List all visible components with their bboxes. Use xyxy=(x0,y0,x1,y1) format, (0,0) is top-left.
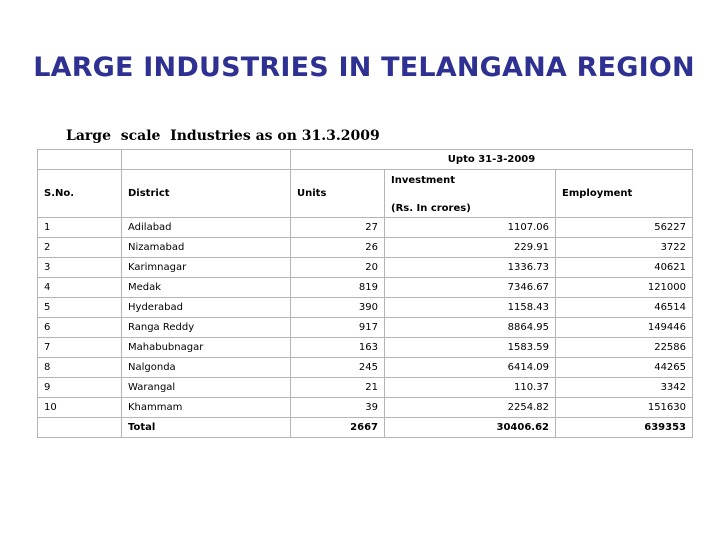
investment-cell: 110.37 xyxy=(384,377,556,398)
table-row: 8 Nalgonda 245 6414.09 44265 xyxy=(37,357,694,378)
sno-cell: 7 xyxy=(37,337,122,358)
period-header: Upto 31-3-2009 xyxy=(289,149,694,170)
header-units: Units xyxy=(290,169,385,218)
header-cell-empty xyxy=(121,149,291,170)
total-row: Total 2667 30406.62 639353 xyxy=(37,417,694,438)
employment-cell: 22586 xyxy=(554,337,694,358)
header-cell-empty xyxy=(37,149,122,170)
total-label: Total xyxy=(121,417,291,438)
table-row: 6 Ranga Reddy 917 8864.95 149446 xyxy=(37,317,694,338)
employment-cell: 121000 xyxy=(554,277,694,298)
units-cell: 819 xyxy=(290,277,385,298)
industries-table: Upto 31-3-2009 S.No. District Units Inve… xyxy=(37,149,694,438)
table-row: 2 Nizamabad 26 229.91 3722 xyxy=(37,237,694,258)
district-cell: Ranga Reddy xyxy=(121,317,291,338)
sno-cell: 3 xyxy=(37,257,122,278)
investment-cell: 1107.06 xyxy=(384,217,556,238)
table-row: 5 Hyderabad 390 1158.43 46514 xyxy=(37,297,694,318)
units-cell: 26 xyxy=(290,237,385,258)
employment-cell: 40621 xyxy=(554,257,694,278)
header-employment: Employment xyxy=(554,169,694,218)
sno-cell: 10 xyxy=(37,397,122,418)
district-cell: Khammam xyxy=(121,397,291,418)
investment-cell: 1158.43 xyxy=(384,297,556,318)
district-cell: Adilabad xyxy=(121,217,291,238)
units-cell: 27 xyxy=(290,217,385,238)
table-row: 4 Medak 819 7346.67 121000 xyxy=(37,277,694,298)
total-empty-cell xyxy=(37,417,122,438)
district-cell: Mahabubnagar xyxy=(121,337,291,358)
units-cell: 20 xyxy=(290,257,385,278)
employment-cell: 56227 xyxy=(554,217,694,238)
table-row: 9 Warangal 21 110.37 3342 xyxy=(37,377,694,398)
employment-cell: 46514 xyxy=(554,297,694,318)
header-investment-unit: (Rs. In crores) xyxy=(384,191,556,218)
units-cell: 917 xyxy=(290,317,385,338)
investment-cell: 7346.67 xyxy=(384,277,556,298)
employment-cell: 149446 xyxy=(554,317,694,338)
district-cell: Nalgonda xyxy=(121,357,291,378)
total-employment: 639353 xyxy=(554,417,694,438)
sno-cell: 9 xyxy=(37,377,122,398)
district-cell: Medak xyxy=(121,277,291,298)
table-row: 1 Adilabad 27 1107.06 56227 xyxy=(37,217,694,238)
investment-cell: 2254.82 xyxy=(384,397,556,418)
units-cell: 245 xyxy=(290,357,385,378)
investment-cell: 1583.59 xyxy=(384,337,556,358)
district-cell: Karimnagar xyxy=(121,257,291,278)
units-cell: 390 xyxy=(290,297,385,318)
employment-cell: 44265 xyxy=(554,357,694,378)
header-sno: S.No. xyxy=(37,169,122,218)
table-row: 3 Karimnagar 20 1336.73 40621 xyxy=(37,257,694,278)
investment-cell: 6414.09 xyxy=(384,357,556,378)
total-units: 2667 xyxy=(290,417,385,438)
sno-cell: 2 xyxy=(37,237,122,258)
sno-cell: 8 xyxy=(37,357,122,378)
header-investment: Investment xyxy=(384,169,556,192)
table-subtitle: Large scale Industries as on 31.3.2009 xyxy=(66,128,380,144)
units-cell: 21 xyxy=(290,377,385,398)
table-row: 7 Mahabubnagar 163 1583.59 22586 xyxy=(37,337,694,358)
sno-cell: 1 xyxy=(37,217,122,238)
district-cell: Hyderabad xyxy=(121,297,291,318)
investment-cell: 229.91 xyxy=(384,237,556,258)
page-title: LARGE INDUSTRIES IN TELANGANA REGION xyxy=(33,52,695,83)
header-district: District xyxy=(121,169,291,218)
investment-cell: 8864.95 xyxy=(384,317,556,338)
employment-cell: 151630 xyxy=(554,397,694,418)
sno-cell: 6 xyxy=(37,317,122,338)
employment-cell: 3722 xyxy=(554,237,694,258)
district-cell: Warangal xyxy=(121,377,291,398)
table-header-row: S.No. District Units Investment Employme… xyxy=(37,169,694,218)
sno-cell: 4 xyxy=(37,277,122,298)
sno-cell: 5 xyxy=(37,297,122,318)
units-cell: 39 xyxy=(290,397,385,418)
district-cell: Nizamabad xyxy=(121,237,291,258)
table-row: 10 Khammam 39 2254.82 151630 xyxy=(37,397,694,418)
units-cell: 163 xyxy=(290,337,385,358)
employment-cell: 3342 xyxy=(554,377,694,398)
total-investment: 30406.62 xyxy=(384,417,556,438)
table-header-row-period: Upto 31-3-2009 xyxy=(37,149,694,170)
investment-cell: 1336.73 xyxy=(384,257,556,278)
